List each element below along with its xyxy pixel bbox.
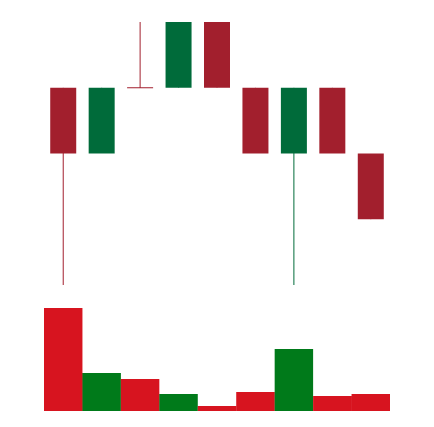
candle-body [88, 87, 115, 154]
volume-bar [197, 406, 237, 411]
candle-body [165, 22, 192, 88]
candle-body [242, 87, 269, 154]
candle-body [204, 22, 230, 88]
volume-bar [351, 394, 390, 411]
volume-bar [159, 394, 198, 411]
candle-body [280, 87, 307, 154]
volume-bar [82, 373, 121, 411]
volume-bar [313, 396, 352, 411]
candle-body [357, 153, 384, 220]
candle-body [319, 87, 346, 154]
volume-bar [274, 349, 314, 411]
candle-body [50, 87, 77, 154]
volume-bar [44, 308, 83, 411]
volume-bar [120, 379, 160, 411]
volume-bar [236, 392, 275, 411]
